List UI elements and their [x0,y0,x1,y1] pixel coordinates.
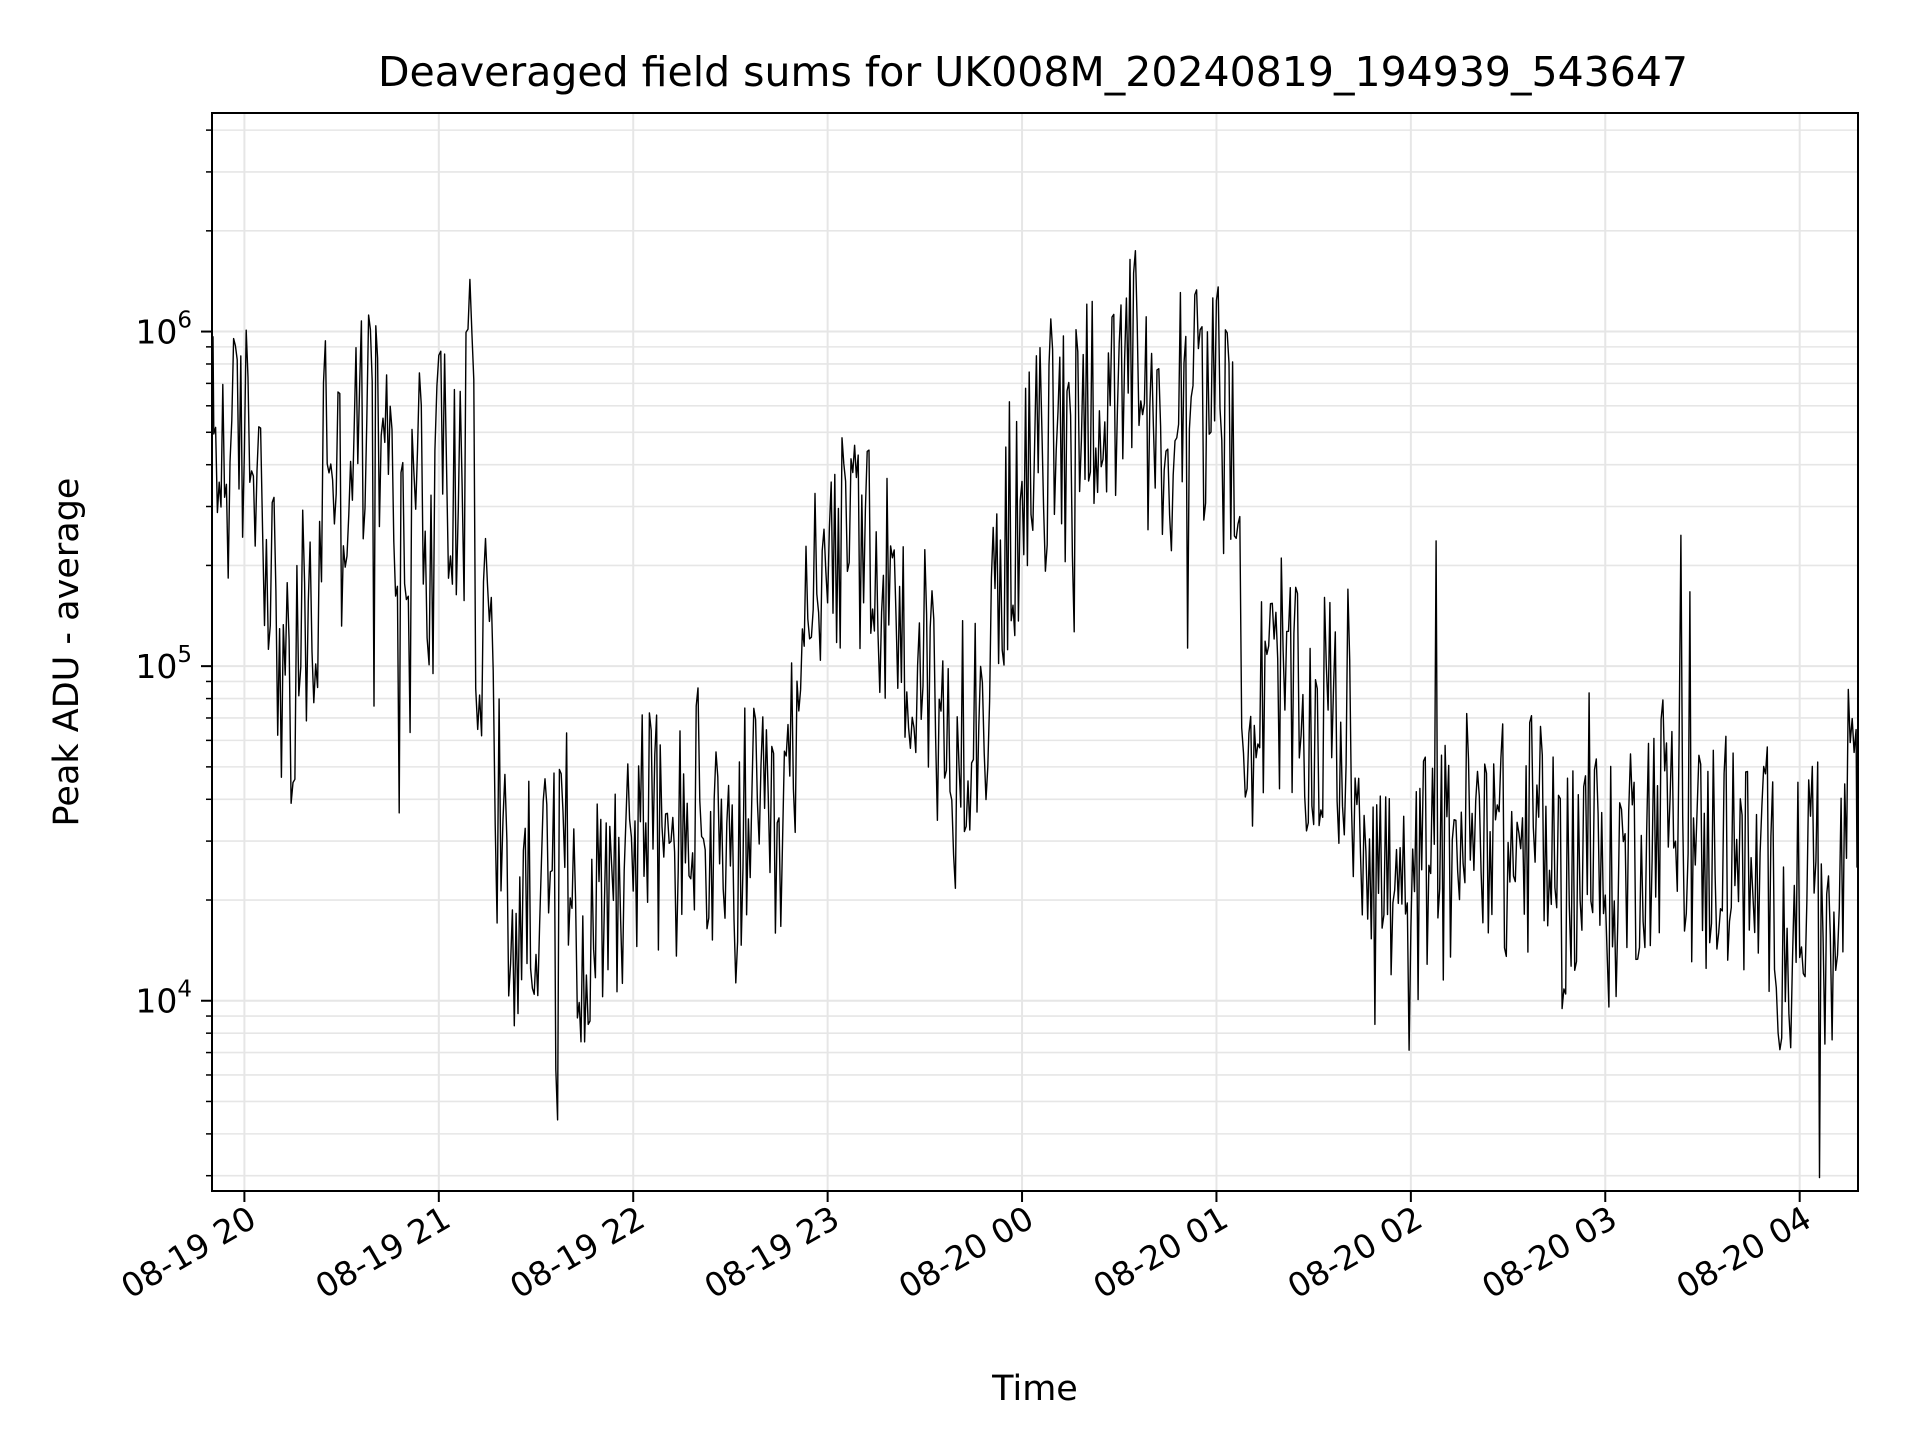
y-tick-label: 105 [135,642,192,686]
y-axis-label: Peak ADU - average [47,478,87,827]
y-tick-exponent: 4 [177,977,192,1003]
grid [212,113,1858,1191]
y-tick-exponent: 6 [177,308,192,334]
plot-frame [211,112,1859,1192]
chart-title: Deaveraged field sums for UK008M_2024081… [378,48,1688,96]
y-tick-exponent: 5 [177,642,192,668]
y-tick-label: 104 [135,977,192,1021]
y-tick-label: 106 [135,308,192,352]
series-line-0 [212,249,1858,1179]
y-tick-base: 10 [135,982,177,1021]
series-area [212,249,1858,1179]
x-axis-label: Time [991,1369,1078,1409]
y-tick-base: 10 [135,313,177,352]
y-tick-base: 10 [135,647,177,686]
